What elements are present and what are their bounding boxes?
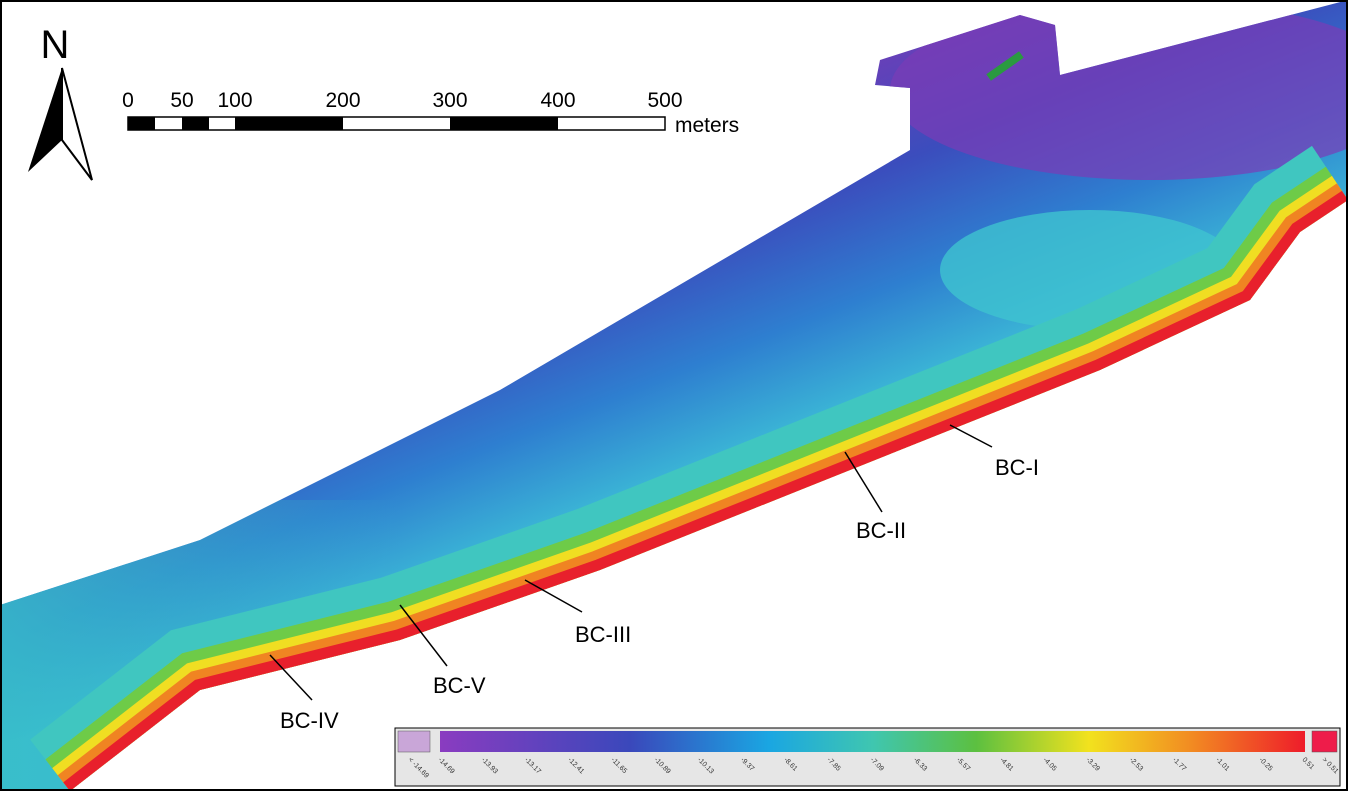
scale-unit: meters: [675, 114, 739, 137]
site-label: BC-II: [856, 518, 906, 543]
scale-label: 400: [540, 89, 575, 112]
north-label: N: [41, 23, 70, 67]
scale-bar: 0 50 100 200 300 400 500 meters: [122, 89, 739, 137]
site-label: BC-IV: [280, 708, 339, 733]
legend: < -14.69-14.69-13.93-13.17-12.41-11.65-1…: [395, 728, 1340, 786]
site-label: BC-V: [433, 673, 486, 698]
scale-label: 50: [170, 89, 193, 112]
scale-label: 300: [432, 89, 467, 112]
scale-label: 0: [122, 89, 134, 112]
north-arrow: N: [28, 23, 92, 180]
site-label: BC-III: [575, 622, 631, 647]
scale-label: 500: [647, 89, 682, 112]
scale-label: 100: [217, 89, 252, 112]
scale-label: 200: [325, 89, 360, 112]
site-label: BC-I: [995, 455, 1039, 480]
map: N 0 50 100 200 300 400 500 meters BC-I B…: [0, 0, 1348, 791]
